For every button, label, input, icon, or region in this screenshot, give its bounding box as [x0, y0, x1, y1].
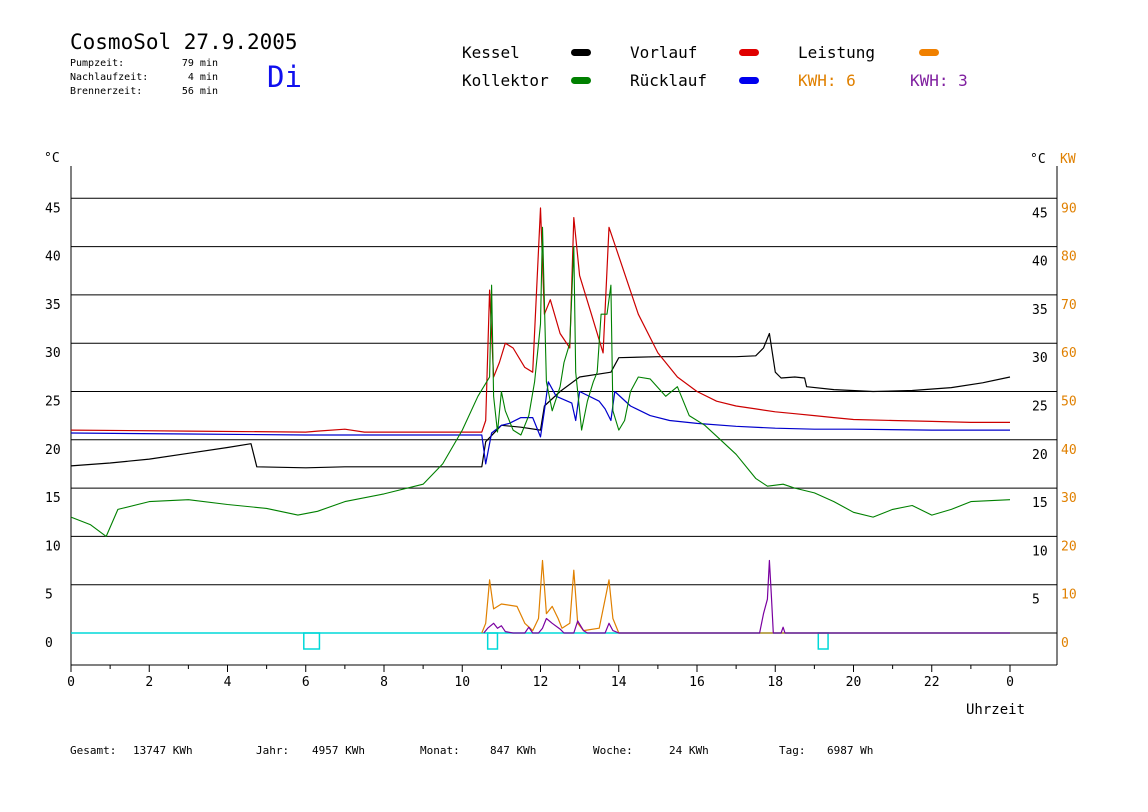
x-tick-label: 4 — [224, 675, 232, 690]
footer-tag-label: Tag: — [779, 744, 806, 757]
weekday-label: Di — [267, 60, 302, 94]
pulse-box — [486, 632, 499, 650]
pulse-series — [71, 632, 1010, 650]
legend-leistung: Leistung — [798, 43, 876, 62]
x-tick-label: 10 — [454, 675, 470, 690]
x-tick-label: 12 — [533, 675, 549, 690]
footer-woche-label: Woche: — [593, 744, 633, 757]
y-tick-right-temp: 10 — [1032, 544, 1048, 559]
legend-swatch-kessel — [571, 49, 591, 56]
y-tick-left: 30 — [45, 346, 61, 361]
legend-kollektor: Kollektor — [462, 71, 549, 90]
series-lines — [70, 207, 1011, 650]
y-tick-right-temp: 45 — [1032, 206, 1048, 221]
legend-swatch-vorlauf — [739, 49, 759, 56]
y-tick-left: 40 — [45, 250, 61, 265]
brennerzeit-value: 56 min — [181, 86, 218, 97]
brennerzeit-label: Brennerzeit: — [70, 86, 143, 97]
series-purple — [483, 559, 1010, 634]
y-tick-right-kw: 90 — [1061, 201, 1077, 216]
y-tick-right-kw: 70 — [1061, 298, 1077, 313]
y-tick-right-temp: 25 — [1032, 400, 1048, 415]
axes — [70, 166, 1058, 672]
x-tick-label: 16 — [689, 675, 705, 690]
x-axis-label: Uhrzeit — [966, 702, 1025, 718]
nachlaufzeit-value: 4 min — [187, 72, 218, 83]
legend-ruecklauf: Rücklauf — [630, 71, 708, 90]
axis-labels: 0510152025303540455101520253035404501020… — [44, 151, 1077, 718]
y-tick-left: 5 — [45, 588, 53, 603]
grid-lines — [71, 197, 1057, 586]
series-kessel — [70, 332, 1011, 469]
series-ruecklauf — [70, 381, 1010, 465]
x-tick-label: 20 — [846, 675, 862, 690]
y-tick-left: 0 — [45, 636, 53, 651]
y-tick-right-temp: 20 — [1032, 448, 1048, 463]
x-tick-label: 8 — [380, 675, 388, 690]
legend-kwh-purple: KWH: 3 — [910, 71, 968, 90]
series-kollektor — [70, 226, 1011, 537]
y-tick-right-kw: 60 — [1061, 346, 1077, 361]
x-tick-label: 2 — [145, 675, 153, 690]
x-tick-label: 0 — [67, 675, 75, 690]
y-tick-right-kw: 0 — [1061, 636, 1069, 651]
y-tick-left: 20 — [45, 443, 61, 458]
footer-jahr-value: 4957 KWh — [312, 744, 365, 757]
x-tick-label: 6 — [302, 675, 310, 690]
y-tick-left: 10 — [45, 539, 61, 554]
series-vorlauf — [70, 207, 1010, 433]
x-tick-label: 22 — [924, 675, 940, 690]
footer-monat-value: 847 KWh — [490, 744, 537, 757]
legend-vorlauf: Vorlauf — [630, 43, 698, 62]
pumpzeit-row: Pumpzeit: 79 min — [70, 58, 218, 69]
pulse-box — [303, 632, 321, 650]
y-tick-right-kw: 20 — [1061, 539, 1077, 554]
y-tick-left: 35 — [45, 298, 61, 313]
legend-swatch-leistung — [919, 49, 939, 56]
footer-monat-label: Monat: — [420, 744, 460, 757]
footer-gesamt-label: Gesamt: — [70, 744, 117, 757]
y-label-right-temp: °C — [1030, 152, 1046, 167]
y-tick-right-temp: 35 — [1032, 303, 1048, 318]
legend-kwh-orange: KWH: 6 — [798, 71, 856, 90]
y-tick-right-kw: 40 — [1061, 443, 1077, 458]
y-tick-right-temp: 5 — [1032, 593, 1040, 608]
legend-kessel: Kessel — [462, 43, 520, 62]
footer-woche-value: 24 KWh — [669, 744, 709, 757]
footer-jahr-label: Jahr: — [256, 744, 290, 757]
y-tick-right-kw: 50 — [1061, 395, 1077, 410]
y-tick-right-kw: 80 — [1061, 250, 1077, 265]
y-tick-right-kw: 30 — [1061, 491, 1077, 506]
chart-title: CosmoSol 27.9.2005 — [70, 30, 298, 54]
legend-swatch-ruecklauf — [739, 77, 759, 84]
brennerzeit-row: Brennerzeit: 56 min — [70, 86, 218, 97]
y-tick-right-temp: 15 — [1032, 496, 1048, 511]
y-tick-right-temp: 30 — [1032, 351, 1048, 366]
y-tick-right-kw: 10 — [1061, 588, 1077, 603]
y-label-left: °C — [44, 151, 60, 166]
y-tick-right-temp: 40 — [1032, 255, 1048, 270]
footer-gesamt-value: 13747 KWh — [133, 744, 193, 757]
x-tick-label: 0 — [1006, 675, 1014, 690]
legend-swatch-kollektor — [571, 77, 591, 84]
footer-tag-value: 6987 Wh — [827, 744, 874, 757]
nachlaufzeit-row: Nachlaufzeit: 4 min — [70, 72, 218, 83]
y-tick-left: 45 — [45, 201, 61, 216]
pumpzeit-value: 79 min — [181, 58, 218, 69]
x-tick-label: 18 — [767, 675, 783, 690]
pulse-box — [817, 632, 829, 650]
nachlaufzeit-label: Nachlaufzeit: — [70, 72, 149, 83]
y-label-right-kw: KW — [1060, 152, 1076, 167]
y-tick-left: 25 — [45, 395, 61, 410]
y-tick-left: 15 — [45, 491, 61, 506]
x-tick-label: 14 — [611, 675, 627, 690]
pumpzeit-label: Pumpzeit: — [70, 58, 125, 69]
series-leistung — [481, 559, 1010, 634]
